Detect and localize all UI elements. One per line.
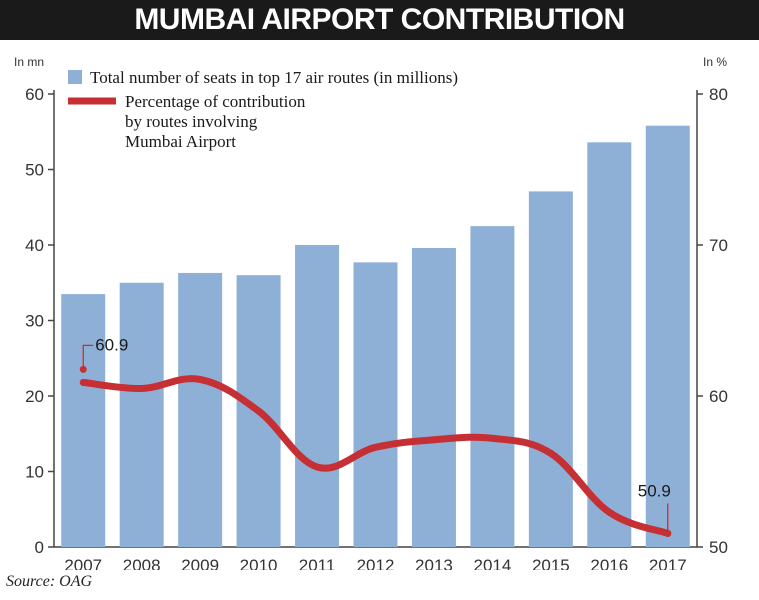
bar (587, 142, 632, 547)
x-tick-label: 2015 (532, 556, 570, 570)
title-bar (0, 0, 759, 40)
source-note: Source: OAG (6, 573, 93, 590)
bar (645, 125, 690, 548)
line-layer (79, 375, 672, 537)
legend-line-label: Percentage of contribution (125, 92, 306, 111)
x-tick-label: 2017 (649, 556, 687, 570)
legend-bar-swatch (68, 70, 82, 84)
left-tick-label: 10 (25, 463, 44, 482)
right-tick-label: 50 (709, 538, 728, 557)
bar (470, 226, 515, 547)
right-tick-label: 80 (709, 85, 728, 104)
bar (528, 191, 573, 547)
legend-line-label: by routes involving (125, 112, 258, 131)
annotation-leader (82, 344, 94, 370)
legend: Total number of seats in top 17 air rout… (68, 68, 458, 151)
bar (61, 294, 106, 547)
x-tick-label: 2012 (357, 556, 395, 570)
chart-title: MUMBAI AIRPORT CONTRIBUTION (134, 3, 625, 36)
x-tick-label: 2009 (181, 556, 219, 570)
legend-bar-label: Total number of seats in top 17 air rout… (90, 68, 458, 87)
left-tick-label: 40 (25, 236, 44, 255)
bar (178, 272, 223, 547)
left-tick-label: 0 (35, 538, 44, 557)
left-tick-label: 60 (25, 85, 44, 104)
x-tick-label: 2013 (415, 556, 453, 570)
bar (411, 248, 456, 547)
right-tick-label: 70 (709, 236, 728, 255)
data-label-end: 50.9 (638, 481, 671, 500)
left-tick-label: 50 (25, 161, 44, 180)
labels: 60.9 50.9 (79, 335, 672, 537)
bar (353, 262, 398, 547)
bars (61, 125, 690, 548)
bar (295, 245, 340, 547)
left-tick-label: 20 (25, 387, 44, 406)
x-tick-label: 2010 (240, 556, 278, 570)
right-tick-label: 60 (709, 387, 728, 406)
annotation-dot (664, 529, 672, 537)
x-tick-label: 2016 (590, 556, 628, 570)
right-axis-unit: In % (703, 55, 727, 69)
chart-svg: In mn In % 0 10 20 30 40 50 60 50 60 70 80 2007 2008 20… (14, 55, 728, 570)
legend-line-label: Mumbai Airport (125, 132, 236, 151)
x-tick-label: 2008 (123, 556, 161, 570)
x-tick-label: 2007 (64, 556, 102, 570)
left-axis-unit: In mn (14, 55, 44, 69)
bar (119, 282, 164, 547)
x-tick-label: 2011 (299, 556, 336, 570)
x-tick-label: 2014 (473, 556, 511, 570)
left-tick-label: 30 (25, 312, 44, 331)
data-label-start: 60.9 (95, 335, 128, 354)
